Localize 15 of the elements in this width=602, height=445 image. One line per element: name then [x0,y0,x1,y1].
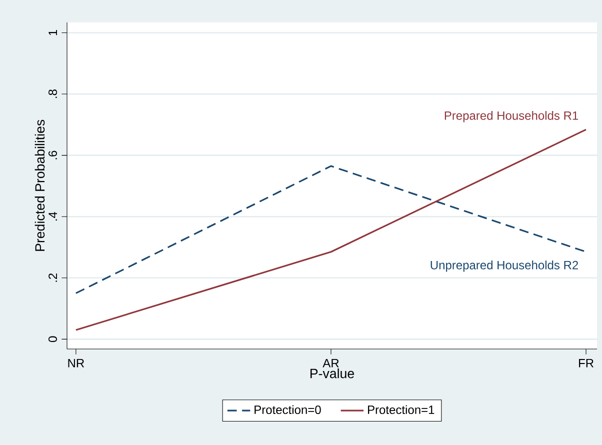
y-tick-label: 1 [48,30,57,36]
x-axis-title: P-value [310,368,354,378]
y-tick-label: .8 [48,90,57,98]
y-tick-label: 0 [48,336,57,342]
y-tick-label: .2 [48,274,57,282]
y-tick-label: .4 [48,212,57,221]
legend-label: Protection=0 [254,405,321,414]
y-tick-label: .6 [48,150,57,160]
x-tick-label: FR [579,359,594,368]
y-axis-title: Predicted Probabilities [34,120,45,251]
annotation: Prepared Households R1 [444,111,578,122]
x-tick-label: AR [322,359,339,368]
x-tick-label: NR [68,359,84,368]
annotation: Unprepared Households R2 [430,260,578,272]
legend-label: Protection=1 [368,405,434,414]
